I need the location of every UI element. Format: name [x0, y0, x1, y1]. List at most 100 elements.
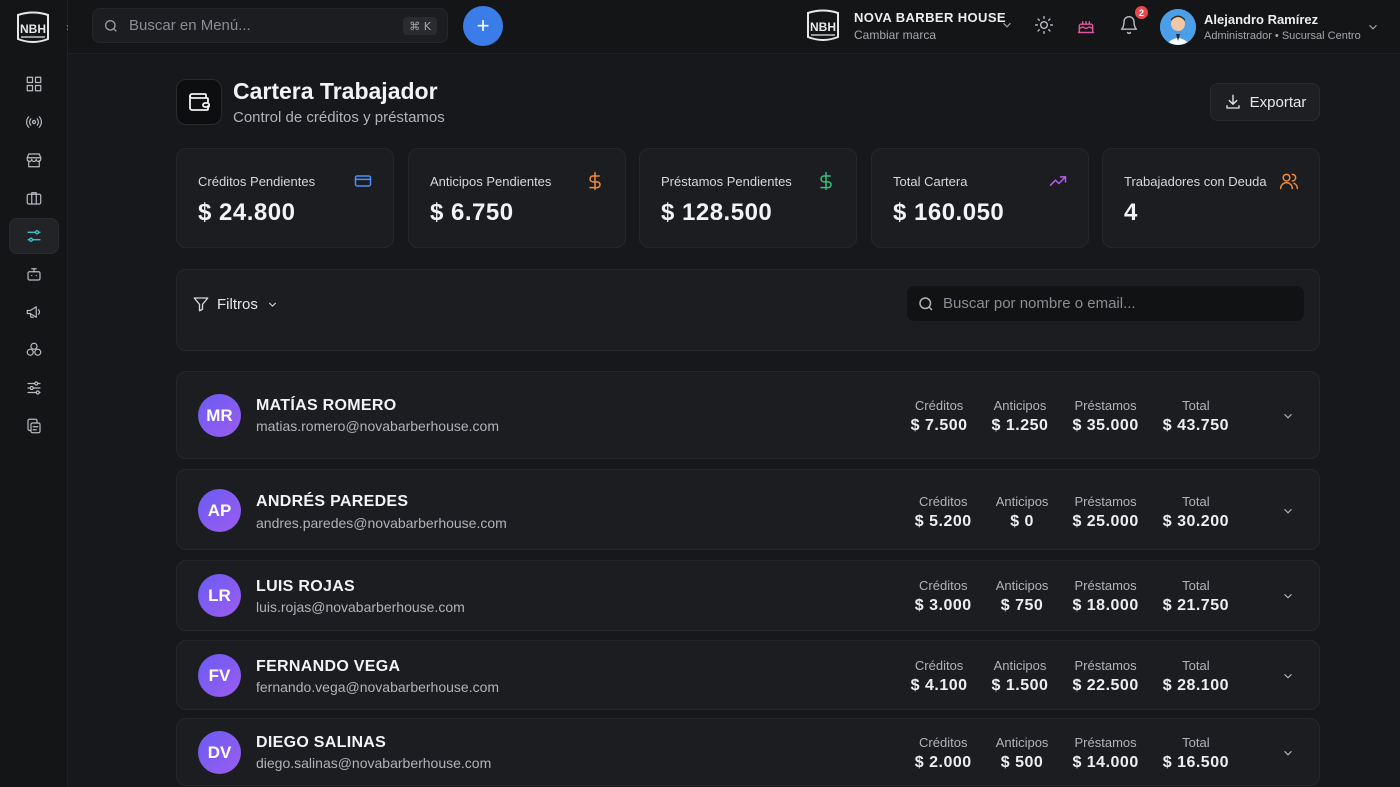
sidebar-item-store[interactable] — [9, 142, 59, 178]
sidebar-item-briefcase[interactable] — [9, 180, 59, 216]
col-label-creditos: Créditos — [919, 735, 968, 750]
filters-toggle[interactable]: Filtros — [192, 293, 279, 315]
advances-value: $ 1.500 — [991, 677, 1049, 694]
col-label-total: Total — [1182, 398, 1210, 413]
stat-label: Total Cartera — [893, 174, 968, 189]
chevron-down-icon — [1369, 24, 1377, 30]
col-label-creditos: Créditos — [914, 398, 964, 413]
page-title: Cartera Trabajador — [233, 78, 438, 104]
filters-panel: Filtros — [176, 269, 1320, 351]
worker-name: MATÍAS ROMERO — [256, 397, 397, 414]
credits-value: $ 2.000 — [914, 754, 972, 771]
user-avatar-icon — [1160, 9, 1196, 45]
chevron-down-icon[interactable] — [1281, 589, 1295, 603]
advances-value: $ 1.250 — [991, 417, 1049, 434]
worker-email: andres.paredes@novabarberhouse.com — [256, 515, 507, 531]
bell-icon[interactable] — [1119, 15, 1139, 35]
export-button[interactable]: Exportar — [1210, 83, 1320, 121]
bot-icon — [27, 268, 41, 281]
col-label-creditos: Créditos — [919, 494, 968, 509]
stat-value: $ 24.800 — [198, 199, 296, 226]
sidebar-item-inventory[interactable] — [9, 332, 59, 368]
copy-icon — [27, 418, 41, 434]
page-subtitle: Control de créditos y préstamos — [233, 109, 445, 126]
sidebar-item-cartera[interactable] — [9, 218, 59, 254]
worker-row[interactable]: DV DIEGO SALINAS diego.salinas@novabarbe… — [176, 718, 1320, 786]
stat-card-creditos: Créditos Pendientes $ 24.800 — [176, 148, 394, 248]
worker-search[interactable] — [906, 285, 1305, 322]
add-button[interactable]: + — [463, 6, 503, 46]
total-value: $ 43.750 — [1162, 417, 1229, 434]
nbh-logo[interactable]: NBH — [14, 9, 52, 47]
users-icon — [1279, 173, 1299, 190]
col-label-total: Total — [1182, 658, 1210, 673]
stat-value: $ 160.050 — [893, 199, 1005, 226]
stat-card-prestamos: Préstamos Pendientes $ 128.500 — [639, 148, 857, 248]
worker-email: diego.salinas@novabarberhouse.com — [256, 755, 492, 771]
worker-row[interactable]: FV FERNANDO VEGA fernando.vega@novabarbe… — [176, 640, 1320, 710]
col-label-creditos: Créditos — [914, 658, 964, 673]
stat-card-total: Total Cartera $ 160.050 — [871, 148, 1089, 248]
stat-value: $ 128.500 — [661, 199, 773, 226]
brand-logo: NBH — [807, 9, 839, 41]
chevron-down-icon[interactable] — [1281, 409, 1295, 423]
worker-amounts: Créditos $ 7.500 Anticipos $ 1.250 Préstam… — [887, 398, 1229, 435]
chevron-down-icon[interactable] — [1281, 669, 1295, 683]
download-icon — [1225, 94, 1240, 109]
avatar — [1160, 9, 1196, 45]
settings-sliders-icon — [27, 381, 41, 395]
stat-label: Créditos Pendientes — [198, 174, 316, 189]
advances-value: $ 500 — [1000, 754, 1044, 771]
trend-up-icon — [1049, 176, 1067, 186]
user-menu[interactable]: Alejandro Ramírez Administrador • Sucurs… — [1160, 8, 1390, 46]
worker-name: FERNANDO VEGA — [256, 658, 401, 675]
col-label-anticipos: Anticipos — [995, 735, 1049, 750]
search-icon — [105, 19, 117, 32]
worker-amounts: Créditos $ 5.200 Anticipos $ 0 Préstamos $ … — [891, 494, 1229, 531]
col-label-total: Total — [1182, 494, 1210, 509]
total-value: $ 30.200 — [1162, 513, 1229, 530]
chevron-down-icon[interactable] — [1281, 746, 1295, 760]
loans-value: $ 14.000 — [1072, 754, 1139, 771]
brand-switcher[interactable]: NBH NOVA BARBER HOUSE Cambiar marca — [804, 6, 1020, 46]
chevron-down-icon[interactable] — [1281, 504, 1295, 518]
worker-amounts: Créditos $ 4.100 Anticipos $ 1.500 Préstam… — [887, 658, 1229, 695]
worker-email: luis.rojas@novabarberhouse.com — [256, 599, 465, 615]
sidebar-item-settings[interactable] — [9, 370, 59, 406]
sliders-icon — [27, 230, 41, 242]
stat-card-deudores: Trabajadores con Deuda 4 — [1102, 148, 1320, 248]
sidebar-nav — [9, 66, 59, 446]
worker-name: ANDRÉS PAREDES — [256, 493, 409, 510]
sidebar-item-broadcast[interactable] — [9, 104, 59, 140]
filters-label: Filtros — [217, 295, 258, 313]
cake-icon[interactable] — [1076, 15, 1096, 35]
sidebar-item-documents[interactable] — [9, 408, 59, 444]
svg-text:NBH: NBH — [20, 22, 46, 36]
credits-value: $ 5.200 — [914, 513, 972, 530]
dashboard-icon — [26, 76, 42, 92]
sidebar-item-bot[interactable] — [9, 256, 59, 292]
credits-value: $ 4.100 — [910, 677, 968, 694]
sidebar-item-marketing[interactable] — [9, 294, 59, 330]
col-label-total: Total — [1182, 578, 1210, 593]
worker-row[interactable]: MR MATÍAS ROMERO matias.romero@novabarbe… — [176, 371, 1320, 459]
store-icon — [26, 153, 42, 168]
col-label-prestamos: Préstamos — [1074, 578, 1137, 593]
shortcut-hint: ⌘ K — [403, 17, 437, 35]
worker-row[interactable]: LR LUIS ROJAS luis.rojas@novabarberhouse… — [176, 560, 1320, 631]
col-label-prestamos: Préstamos — [1074, 494, 1137, 509]
loans-value: $ 25.000 — [1072, 513, 1139, 530]
menu-search[interactable]: ⌘ K — [92, 8, 448, 43]
worker-search-input[interactable] — [943, 295, 1293, 312]
sidebar-item-dashboard[interactable] — [9, 66, 59, 102]
loans-value: $ 35.000 — [1072, 417, 1139, 434]
worker-row[interactable]: AP ANDRÉS PAREDES andres.paredes@novabar… — [176, 469, 1320, 550]
total-value: $ 21.750 — [1162, 597, 1229, 614]
menu-search-input[interactable] — [129, 17, 399, 34]
sun-icon[interactable] — [1034, 15, 1054, 35]
plus-icon: + — [476, 13, 490, 38]
worker-avatar: AP — [198, 489, 241, 532]
total-value: $ 28.100 — [1162, 677, 1229, 694]
briefcase-icon — [26, 192, 42, 205]
search-icon — [919, 296, 933, 311]
